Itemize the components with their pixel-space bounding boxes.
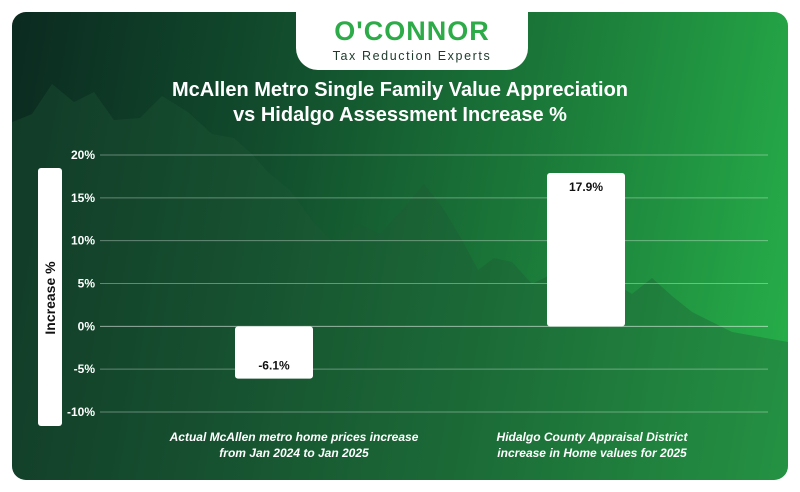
bar-2 [547,172,625,327]
chart-card: O'CONNOR Tax Reduction Experts McAllen M… [12,12,788,480]
x-category-label-2: Hidalgo County Appraisal District increa… [442,429,742,461]
brand-name: O'CONNOR [334,16,490,46]
y-tick-label: 0% [78,319,96,333]
x-category-2-line-2: increase in Home values for 2025 [497,446,687,460]
bar-value-label-1: -6.1% [258,359,290,373]
y-tick-labels: 20% 15% 10% 5% 0% -5% -10% [67,148,95,419]
x-category-label-1: Actual McAllen metro home prices increas… [144,429,444,461]
chart-title: McAllen Metro Single Family Value Apprec… [12,78,788,128]
chart-title-line-1: McAllen Metro Single Family Value Apprec… [171,79,629,101]
y-tick-label: -10% [67,405,95,419]
y-tick-label: 20% [71,148,95,162]
bars: -6.1% 17.9% [235,172,625,379]
brand-tagline: Tax Reduction Experts [332,49,492,63]
y-tick-label: 15% [71,191,95,205]
y-tick-label: -5% [74,362,96,376]
bar-1 [235,326,313,379]
x-category-2-line-1: Hidalgo County Appraisal District [496,430,688,444]
y-tick-label: 10% [71,234,95,248]
logo: O'CONNOR Tax Reduction Experts [296,12,528,70]
grid-lines [100,154,768,413]
x-category-1-line-1: Actual McAllen metro home prices increas… [169,430,419,444]
x-category-1-line-2: from Jan 2024 to Jan 2025 [219,446,369,460]
mountain-background [12,84,788,480]
chart-title-line-2: vs Hidalgo Assessment Increase % [233,104,567,126]
y-axis-label-box [38,168,62,426]
bar-value-label-2: 17.9% [569,180,603,194]
y-tick-label: 5% [78,277,96,291]
bar-chart: 20% 15% 10% 5% 0% -5% -10% -6.1% 17.9% [67,148,768,419]
